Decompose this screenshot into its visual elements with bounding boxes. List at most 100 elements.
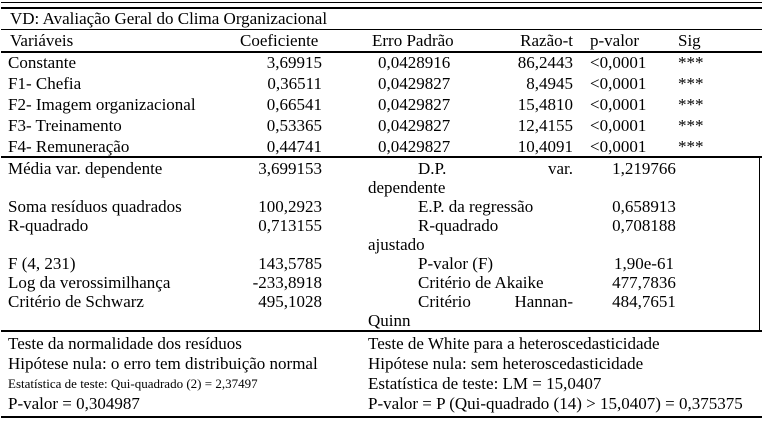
stat-value-left: -233,8918	[252, 273, 322, 292]
coef-row: F4- Remuneração 0,44741 0,0429827 10,4091 <0…	[0, 136, 768, 157]
coef-row: F1- Chefia 0,36511 0,0429827 8,4945 <0,0001 *…	[0, 73, 768, 94]
stat-label-left: Critério de Schwarz	[8, 292, 144, 311]
top-inner-rule	[1, 7, 762, 9]
coefficient-rows: Constante 3,69915 0,0428916 86,2443 <0,0001 *…	[0, 52, 768, 157]
stat-label-left: Soma resíduos quadrados	[8, 197, 182, 216]
tratio-value: 15,4810	[517, 95, 573, 114]
column-header-sig: Sig	[678, 31, 701, 50]
stat-label-left: R-quadrado	[8, 216, 89, 235]
tratio-value: 12,4155	[517, 116, 573, 135]
coefficient-value: 0,36511	[267, 74, 322, 93]
stat-value-left: 3,699153	[258, 159, 322, 178]
variable-name: F3- Treinamento	[8, 116, 122, 135]
tratio-value: 86,2443	[517, 53, 573, 72]
table-title: VD: Avaliação Geral do Clima Organizacio…	[10, 9, 328, 28]
variable-name: F1- Chefia	[8, 74, 82, 93]
below-coefficients-rule	[1, 156, 762, 158]
stat-value-right: 0,658913	[612, 197, 676, 216]
stderr-value: 0,0429827	[378, 137, 451, 156]
tratio-value: 8,4945	[526, 74, 573, 93]
test-line: P-valor = P (Qui-quadrado (14) > 15,0407…	[368, 394, 743, 413]
stat-value-left: 495,1028	[258, 292, 322, 311]
test-line: Teste de White para a heteroscedasticida…	[368, 334, 660, 353]
stat-value-right: 484,7651	[612, 292, 676, 311]
below-header-rule	[1, 51, 762, 53]
stat-value-right: 0,708188	[612, 216, 676, 235]
stat-row: Critério de Schwarz 495,1028 Critério Hann…	[0, 292, 768, 330]
column-header-coeficiente: Coeficiente	[240, 31, 319, 50]
sig-stars: ***	[678, 53, 704, 72]
pvalue: <0,0001	[590, 95, 647, 114]
stats-right-border	[759, 156, 760, 332]
column-header-variaveis: Variáveis	[10, 31, 74, 50]
stat-label-right: Critério Hannan- Quinn	[368, 292, 573, 330]
coefficient-value: 0,44741	[266, 137, 322, 156]
test-line: Estatística de teste: LM = 15,0407	[368, 374, 602, 393]
stat-row: R-quadrado 0,713155 R-quadrado ajustado 0,70…	[0, 216, 768, 254]
column-header-p-valor: p-valor	[590, 31, 640, 50]
stat-label-right-line: ajustado	[368, 235, 425, 254]
stat-value-right: 477,7836	[612, 273, 676, 292]
test-line: Hipótese nula: o erro tem distribuição n…	[8, 354, 318, 373]
stderr-value: 0,0429827	[378, 74, 451, 93]
tratio-value: 10,4091	[517, 137, 573, 156]
stat-label-right-line: Quinn	[368, 311, 411, 330]
top-outer-rule	[1, 2, 762, 3]
stat-value-left: 100,2923	[258, 197, 322, 216]
stat-label-right-line: Critério de Akaike	[418, 273, 544, 292]
coef-row: F3- Treinamento 0,53365 0,0429827 12,4155 <0…	[0, 115, 768, 136]
variable-name: F2- Imagem organizacional	[8, 95, 196, 114]
sig-stars: ***	[678, 95, 704, 114]
pvalue: <0,0001	[590, 74, 647, 93]
stat-label-left: F (4, 231)	[8, 254, 76, 273]
stat-label-right-line: R-quadrado	[418, 216, 499, 235]
stat-value-right: 1,219766	[612, 159, 676, 178]
stat-label-right: D.P. var. dependente	[368, 159, 573, 197]
stderr-value: 0,0428916	[378, 53, 451, 72]
stat-value-left: 143,5785	[258, 254, 322, 273]
stat-label-left: Log da verossimilhança	[8, 273, 171, 292]
white-test-block: Teste de White para a heteroscedasticida…	[368, 334, 768, 414]
stat-row: Log da verossimilhança -233,8918 Critério …	[0, 273, 768, 292]
stat-label-right: P-valor (F)	[368, 254, 573, 273]
stat-label-right-line: D.P. var.	[418, 159, 573, 178]
stat-label-right: R-quadrado ajustado	[368, 216, 573, 254]
stderr-value: 0,0429827	[378, 116, 451, 135]
sig-stars: ***	[678, 74, 704, 93]
stat-value-right: 1,90e-61	[614, 254, 674, 273]
column-header-razao-t: Razão-t	[520, 31, 573, 50]
test-line: Estatística de teste: Qui-quadrado (2) =…	[8, 376, 258, 391]
test-line: Hipótese nula: sem heteroscedasticidade	[368, 354, 644, 373]
variable-name: F4- Remuneração	[8, 137, 130, 156]
stderr-value: 0,0429827	[378, 95, 451, 114]
stat-value-left: 0,713155	[258, 216, 322, 235]
pvalue: <0,0001	[590, 53, 647, 72]
coefficient-value: 0,66541	[266, 95, 322, 114]
test-line: P-valor = 0,304987	[8, 394, 140, 413]
bottom-rule	[1, 416, 762, 418]
stat-label-right: Critério de Akaike	[368, 273, 573, 292]
stat-label-right-line: Critério Hannan-	[418, 292, 573, 311]
stat-label-right-line: P-valor (F)	[418, 254, 494, 273]
stat-label-right-line: E.P. da regressão	[418, 197, 534, 216]
sig-stars: ***	[678, 137, 704, 156]
column-header-row: Variáveis Coeficiente Erro Padrão Razão-…	[0, 30, 768, 51]
summary-statistics: Média var. dependente 3,699153 D.P. var. de…	[0, 159, 768, 330]
stat-row: Soma resíduos quadrados 100,2923 E.P. da r…	[0, 197, 768, 216]
column-header-erro-padrao: Erro Padrão	[372, 31, 454, 50]
stat-row: Média var. dependente 3,699153 D.P. var. de…	[0, 159, 768, 197]
coef-row: F2- Imagem organizacional 0,66541 0,042982…	[0, 94, 768, 115]
pvalue: <0,0001	[590, 116, 647, 135]
coef-row: Constante 3,69915 0,0428916 86,2443 <0,0001 *…	[0, 52, 768, 73]
stat-row: F (4, 231) 143,5785 P-valor (F) 1,90e-61	[0, 254, 768, 273]
below-stats-rule	[1, 330, 762, 332]
variable-name: Constante	[8, 53, 76, 72]
stat-label-right: E.P. da regressão	[368, 197, 573, 216]
stat-label-right-line: dependente	[368, 178, 446, 197]
stat-label-left: Média var. dependente	[8, 159, 163, 178]
below-title-rule	[1, 29, 762, 30]
coefficient-value: 0,53365	[266, 116, 322, 135]
normality-test-block: Teste da normalidade dos resíduos Hipótes…	[8, 334, 408, 414]
sig-stars: ***	[678, 116, 704, 135]
